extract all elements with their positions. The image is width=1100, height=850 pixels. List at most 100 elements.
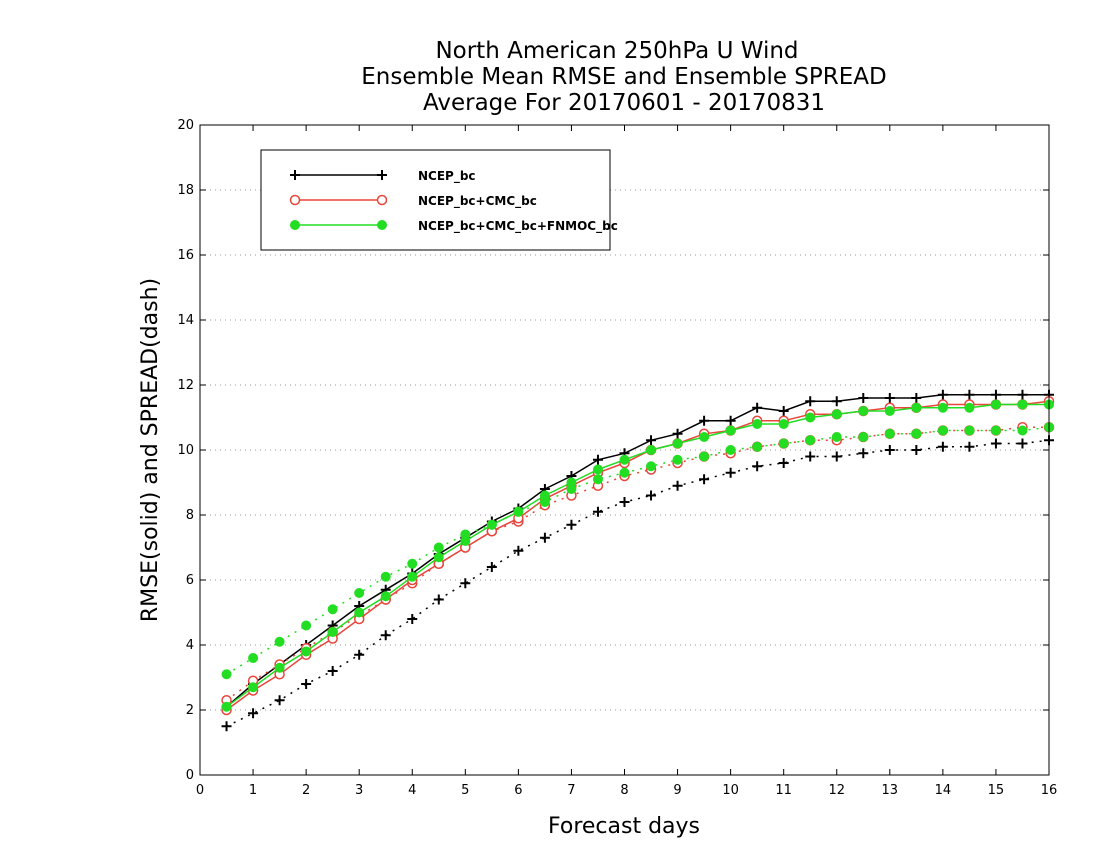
series-2-spread-point-8 <box>433 542 444 553</box>
series-2-spread-point-29 <box>990 425 1001 436</box>
series-0-rmse-point-18 <box>699 415 710 426</box>
series-0-spread-point-27 <box>937 441 948 452</box>
series-0-rmse-point-25 <box>884 393 895 403</box>
series-0-spread-point-1 <box>248 708 259 719</box>
series-0-spread-point-9 <box>460 578 471 589</box>
series-0-spread-point-22 <box>805 451 816 462</box>
series-2-spread-line <box>226 426 1050 675</box>
series-2-spread-point-20 <box>752 441 763 452</box>
series-0-spread-point-24 <box>858 448 869 459</box>
series-2-spread-point-1 <box>248 653 259 663</box>
series-2-rmse-point-30 <box>1017 399 1028 410</box>
series-0-rmse-line <box>226 394 1049 708</box>
series-2-spread-point-15 <box>619 467 630 478</box>
series-0-rmse-point-21 <box>778 406 789 416</box>
y-tick-label-6: 12 <box>177 378 194 393</box>
legend-label-ncep-cmc: NCEP_bc+CMC_bc <box>418 194 537 209</box>
series-2-rmse-point-8 <box>433 552 444 563</box>
series-2-rmse-point-17 <box>672 438 683 449</box>
y-tick-label-4: 8 <box>186 508 194 523</box>
series-2-rmse-point-23 <box>831 409 842 420</box>
series-0-spread-point-3 <box>301 679 312 689</box>
series-0-spread-point-4 <box>327 666 338 676</box>
series-2-spread-point-19 <box>725 445 736 455</box>
series-2-spread-point-24 <box>858 432 869 442</box>
legend-marker-right-2 <box>377 220 387 230</box>
legend-label-ncep-cmc-fnmoc: NCEP_bc+CMC_bc+FNMOC_bc <box>418 219 618 234</box>
series-0-spread-point-11 <box>513 545 524 556</box>
x-tick-label-13: 13 <box>882 783 899 798</box>
series-0-spread-point-15 <box>619 497 630 507</box>
series-2-rmse-point-28 <box>964 402 975 413</box>
series-2-spread-point-6 <box>380 571 391 582</box>
y-tick-label-10: 20 <box>177 118 194 133</box>
series-0-spread-point-6 <box>380 630 391 641</box>
series-0-rmse-point-19 <box>725 415 736 426</box>
series-2-rmse-point-2 <box>274 662 285 673</box>
series-0-spread-point-17 <box>672 480 683 491</box>
series-2-spread-point-2 <box>274 636 285 647</box>
series-2-rmse-point-25 <box>884 406 895 416</box>
series-2-spread-point-25 <box>884 428 895 439</box>
series-0-spread-point-14 <box>592 506 603 517</box>
x-tick-label-12: 12 <box>828 783 845 798</box>
x-tick-label-10: 10 <box>722 783 739 798</box>
series-0-rmse-point-26 <box>911 393 922 403</box>
series-2-spread-point-22 <box>805 435 816 446</box>
series-2-spread-point-28 <box>964 425 975 436</box>
series-0-rmse-point-20 <box>752 402 763 413</box>
legend-marker-left-0 <box>290 170 300 180</box>
series-0-spread-point-23 <box>831 451 842 462</box>
series-2-rmse-point-22 <box>805 412 816 423</box>
series-2-rmse-point-29 <box>990 399 1001 410</box>
series-0-spread-point-29 <box>990 438 1001 449</box>
series-0-spread-point-10 <box>486 562 497 572</box>
series-lines <box>221 389 1055 732</box>
x-tick-label-9: 9 <box>673 783 681 798</box>
series-0-spread-point-26 <box>911 445 922 455</box>
x-axis-title: Forecast days <box>548 814 700 839</box>
series-2-spread-point-3 <box>301 620 312 631</box>
series-2-rmse-point-18 <box>699 432 710 442</box>
series-0-rmse-point-16 <box>646 435 657 446</box>
series-0-spread-point-16 <box>646 490 657 501</box>
x-tick-label-2: 2 <box>302 783 310 798</box>
x-tick-label-15: 15 <box>988 783 1005 798</box>
series-0-spread-point-28 <box>964 441 975 452</box>
series-2-rmse-point-6 <box>380 591 391 602</box>
series-2-spread-point-18 <box>699 451 710 462</box>
series-2-rmse-point-27 <box>937 402 948 413</box>
y-tick-label-9: 18 <box>177 183 194 198</box>
x-tick-label-4: 4 <box>408 783 416 798</box>
legend-marker-right-1 <box>376 194 388 206</box>
legend-label-ncep-bc: NCEP_bc <box>418 169 476 184</box>
series-0-spread-point-13 <box>566 519 577 530</box>
x-tick-label-1: 1 <box>249 783 257 798</box>
series-0-spread-point-0 <box>221 721 232 732</box>
series-2-rmse-point-24 <box>858 406 869 416</box>
series-2-rmse-point-20 <box>752 419 763 429</box>
legend-marks <box>289 170 388 230</box>
series-0-rmse-point-22 <box>805 396 816 407</box>
x-tick-label-8: 8 <box>620 783 628 798</box>
series-2-spread-point-14 <box>592 474 603 485</box>
chart-title-line-2: Ensemble Mean RMSE and Ensemble SPREAD <box>361 64 886 90</box>
series-2-rmse-point-19 <box>725 425 736 436</box>
series-0-rmse-point-29 <box>990 389 1001 400</box>
series-0-rmse-point-14 <box>592 454 603 465</box>
series-0-spread-point-12 <box>539 532 550 543</box>
y-axis-title: RMSE(solid) and SPREAD(dash) <box>138 278 163 622</box>
x-tick-label-7: 7 <box>567 783 575 798</box>
series-0-rmse-point-24 <box>858 393 869 403</box>
series-2-rmse-point-13 <box>566 477 577 488</box>
series-2-rmse-point-9 <box>460 536 471 546</box>
series-0-spread-point-18 <box>699 474 710 485</box>
series-2-spread-point-27 <box>937 425 948 436</box>
series-0-spread-point-20 <box>752 461 763 472</box>
series-0-spread-line <box>226 439 1050 727</box>
series-2-rmse-point-21 <box>778 419 789 429</box>
series-0-rmse-point-28 <box>964 389 975 400</box>
series-2-spread-point-4 <box>327 604 338 615</box>
